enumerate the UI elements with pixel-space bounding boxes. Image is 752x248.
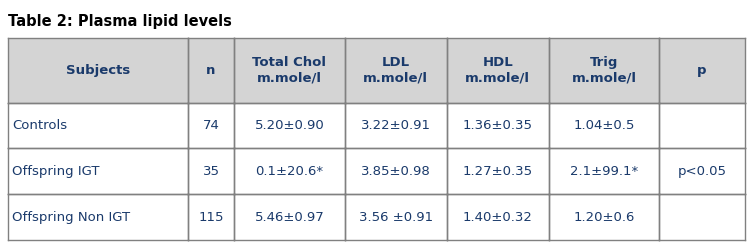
Text: 5.20±0.90: 5.20±0.90 <box>255 119 324 132</box>
Bar <box>549 38 660 103</box>
Bar <box>8 148 188 194</box>
Text: 1.04±0.5: 1.04±0.5 <box>573 119 635 132</box>
Text: 5.46±0.97: 5.46±0.97 <box>255 211 324 224</box>
Bar <box>8 38 188 103</box>
Bar <box>235 148 344 194</box>
Bar <box>660 194 745 240</box>
Text: 1.36±0.35: 1.36±0.35 <box>462 119 533 132</box>
Bar <box>549 103 660 148</box>
Text: HDL
m.mole/l: HDL m.mole/l <box>465 56 530 84</box>
Bar <box>549 194 660 240</box>
Text: Trig
m.mole/l: Trig m.mole/l <box>572 56 636 84</box>
Text: n: n <box>206 64 216 77</box>
Text: Total Chol
m.mole/l: Total Chol m.mole/l <box>253 56 326 84</box>
Bar <box>235 194 344 240</box>
Bar <box>549 148 660 194</box>
Bar <box>188 148 235 194</box>
Bar <box>188 103 235 148</box>
Bar <box>8 103 188 148</box>
Text: Controls: Controls <box>12 119 67 132</box>
Bar <box>447 103 549 148</box>
Bar <box>8 194 188 240</box>
Bar <box>235 103 344 148</box>
Text: p<0.05: p<0.05 <box>678 165 726 178</box>
Bar <box>344 38 447 103</box>
Text: Offspring Non IGT: Offspring Non IGT <box>12 211 130 224</box>
Bar <box>235 38 344 103</box>
Text: 74: 74 <box>202 119 220 132</box>
Bar <box>660 148 745 194</box>
Bar <box>188 194 235 240</box>
Text: 1.27±0.35: 1.27±0.35 <box>462 165 533 178</box>
Text: 0.1±20.6*: 0.1±20.6* <box>256 165 323 178</box>
Bar <box>447 194 549 240</box>
Text: 1.40±0.32: 1.40±0.32 <box>463 211 532 224</box>
Text: 1.20±0.6: 1.20±0.6 <box>573 211 635 224</box>
Text: Table 2: Plasma lipid levels: Table 2: Plasma lipid levels <box>8 14 232 29</box>
Bar <box>344 148 447 194</box>
Text: Offspring IGT: Offspring IGT <box>12 165 99 178</box>
Text: p: p <box>697 64 707 77</box>
Text: 3.22±0.91: 3.22±0.91 <box>361 119 431 132</box>
Bar <box>447 38 549 103</box>
Bar <box>447 148 549 194</box>
Text: LDL
m.mole/l: LDL m.mole/l <box>363 56 428 84</box>
Text: 3.85±0.98: 3.85±0.98 <box>361 165 431 178</box>
Text: 35: 35 <box>202 165 220 178</box>
Text: Subjects: Subjects <box>65 64 130 77</box>
Bar <box>188 38 235 103</box>
Bar <box>344 194 447 240</box>
Text: 2.1±99.1*: 2.1±99.1* <box>570 165 638 178</box>
Text: 3.56 ±0.91: 3.56 ±0.91 <box>359 211 432 224</box>
Text: 115: 115 <box>199 211 224 224</box>
Bar <box>660 103 745 148</box>
Bar <box>660 38 745 103</box>
Bar <box>344 103 447 148</box>
